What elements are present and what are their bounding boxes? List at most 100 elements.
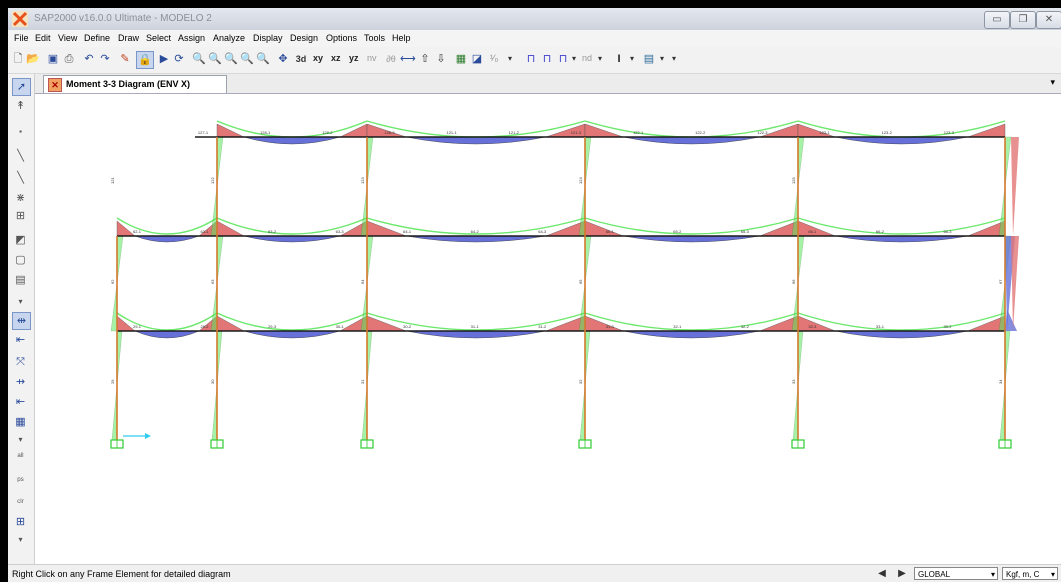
roof-beam-label-7: 121-3 (571, 130, 582, 135)
snap-icon[interactable]: ▦ (15, 416, 26, 428)
pencil-icon[interactable]: ✎ (120, 53, 130, 65)
column-label-10: 65 (578, 279, 583, 284)
clr-snap-icon[interactable]: ᶜˡʳ (17, 497, 24, 507)
dropdown-arrow-6-icon[interactable]: ▾ (671, 54, 676, 63)
grid-snap-icon[interactable]: ⊞ (15, 516, 26, 528)
save-icon[interactable]: ▣ (47, 53, 59, 65)
draw-rect-area-icon[interactable]: ▢ (15, 254, 26, 266)
move-up-icon[interactable]: ⇧ (420, 53, 430, 65)
view-nv-button[interactable]: nv (367, 53, 377, 63)
menu-analyze[interactable]: Analyze (213, 33, 246, 43)
frame-2-icon[interactable]: ⊓ (542, 53, 552, 65)
restore-button[interactable]: ❐ (1010, 11, 1036, 29)
floor2-span-2-envelope (216, 217, 368, 235)
lock-icon[interactable]: 🔒 (136, 51, 154, 69)
pointer-icon[interactable]: ➚ (12, 78, 31, 96)
menu-draw[interactable]: Draw (118, 33, 140, 43)
dropdown-arrow-5-icon[interactable]: ▾ (659, 54, 664, 63)
next-arrow-icon[interactable]: ▶ (898, 568, 906, 579)
menu-design[interactable]: Design (290, 33, 319, 43)
moment-diagram[interactable]: 127-1 128-1 128-2 128-3 121-1 121-2 121-3 122-1… (35, 94, 1061, 564)
roof-beam-label-11: 123-1 (819, 130, 830, 135)
dropdown-arrow-left-2-icon[interactable]: ▾ (18, 435, 23, 444)
print-icon[interactable]: ⎙ (64, 53, 74, 65)
zoom-in-icon[interactable]: 🔍 (240, 53, 254, 65)
dropdown-arrow-2-icon[interactable]: ▾ (571, 54, 576, 63)
draw-poly-area-icon[interactable]: ◩ (15, 234, 26, 246)
floor1-span-1-envelope (116, 312, 218, 331)
dropdown-arrow-left-3-icon[interactable]: ▾ (18, 535, 23, 544)
move-down-icon[interactable]: ⇩ (436, 53, 446, 65)
floor2-beam-label-1: 62-1 (133, 229, 142, 234)
nd-button[interactable]: nd (582, 53, 593, 63)
floor2-beam-label-8: 65-1 (606, 229, 615, 234)
set-display-icon[interactable]: ◪ (471, 53, 483, 65)
perspective-icon[interactable]: ⟷ (400, 53, 416, 65)
minimize-button[interactable]: ▭ (984, 11, 1010, 29)
intersect-icon[interactable]: ⤧ (16, 356, 25, 368)
select-left-icon[interactable]: ⇤ (15, 334, 26, 346)
tab-moment-diagram[interactable]: ✕ Moment 3-3 Diagram (ENV X) (43, 75, 227, 93)
floor2-span-5-pos (835, 235, 968, 243)
zoom-full-icon[interactable]: 🔍 (224, 53, 238, 65)
all-snap-icon[interactable]: ᵃˡˡ (17, 451, 24, 461)
new-file-icon[interactable]: 🗋 (13, 53, 23, 65)
tab-dropdown-icon[interactable]: ▾ (1050, 77, 1055, 87)
draw-frame-icon[interactable]: ╲ (17, 150, 24, 162)
clear-select-icon[interactable]: ⇤ (15, 396, 26, 408)
menu-view[interactable]: View (58, 33, 78, 43)
floor2-beam-label-6: 64-2 (471, 229, 480, 234)
menu-edit[interactable]: Edit (35, 33, 51, 43)
right-col-pos-low (1005, 309, 1017, 331)
view-yz-button[interactable]: yz (349, 53, 359, 63)
open-folder-icon[interactable]: 📂 (26, 53, 40, 65)
menu-file[interactable]: File (14, 33, 29, 43)
previous-arrow-icon[interactable]: ◀ (878, 568, 886, 579)
section-icon[interactable]: I (617, 53, 621, 65)
floor1-beam-label-4: 30-1 (336, 324, 345, 329)
select-all-icon[interactable]: ⇹ (12, 312, 31, 330)
frame-portal-icon[interactable]: ⊓ (526, 53, 536, 65)
diagram-canvas[interactable]: 127-1 128-1 128-2 128-3 121-1 121-2 121-3 122-1… (35, 94, 1061, 564)
3d-view-icon[interactable]: 3d (295, 54, 307, 64)
undo-icon[interactable]: ↶ (84, 53, 94, 65)
draw-grid-icon[interactable]: ⊞ (15, 210, 26, 222)
menu-define[interactable]: Define (84, 33, 111, 43)
refresh-icon[interactable]: ⟳ (174, 53, 184, 65)
select-previous-icon[interactable]: ⇸ (15, 376, 26, 388)
dropdown-arrow-left-icon[interactable]: ▾ (18, 297, 23, 306)
dropdown-arrow-icon[interactable]: ▾ (507, 54, 512, 63)
dropdown-arrow-3-icon[interactable]: ▾ (597, 54, 602, 63)
zoom-window-icon[interactable]: 🔍 (192, 53, 206, 65)
zoom-restore-icon[interactable]: 🔍 (208, 53, 222, 65)
menu-assign[interactable]: Assign (178, 33, 206, 43)
menu-display[interactable]: Display (253, 33, 283, 43)
draw-brace-icon[interactable]: ⋇ (15, 192, 26, 204)
view-xz-button[interactable]: xz (331, 53, 341, 63)
fraction-button[interactable]: ¹⁄₀ (490, 53, 499, 63)
menu-select[interactable]: Select (146, 33, 172, 43)
menu-options[interactable]: Options (326, 33, 358, 43)
object-shrink-icon[interactable]: ▦ (455, 53, 467, 65)
pan-icon[interactable]: ✥ (278, 53, 288, 65)
display-options-icon[interactable]: ▤ (643, 53, 655, 65)
redo-icon[interactable]: ↷ (100, 53, 110, 65)
reshape-icon[interactable]: ↟ (15, 100, 26, 112)
coordinate-system-select[interactable]: GLOBAL ▾ (914, 567, 998, 580)
quick-frame-icon[interactable]: ╲ (17, 172, 24, 184)
menu-tools[interactable]: Tools (364, 33, 386, 43)
quick-area-icon[interactable]: ▤ (15, 274, 26, 286)
rotate-view-icon[interactable]: ∂θ (386, 54, 396, 64)
roof-beam-label-2: 128-1 (260, 130, 271, 135)
view-xy-button[interactable]: xy (313, 53, 324, 63)
close-button[interactable]: ✕ (1036, 11, 1061, 29)
run-analysis-icon[interactable]: ▶ (159, 53, 169, 65)
frame-3-icon[interactable]: ⊓ (558, 53, 568, 65)
menu-help[interactable]: Help (392, 33, 411, 43)
roof-beam-label-5: 121-1 (446, 130, 457, 135)
ps-snap-icon[interactable]: ᵖˢ (17, 475, 24, 485)
units-select[interactable]: Kgf, m, C ▾ (1002, 567, 1058, 580)
joint-icon[interactable]: ▪ (19, 127, 22, 136)
dropdown-arrow-4-icon[interactable]: ▾ (629, 54, 634, 63)
zoom-out-icon[interactable]: 🔍 (256, 53, 270, 65)
